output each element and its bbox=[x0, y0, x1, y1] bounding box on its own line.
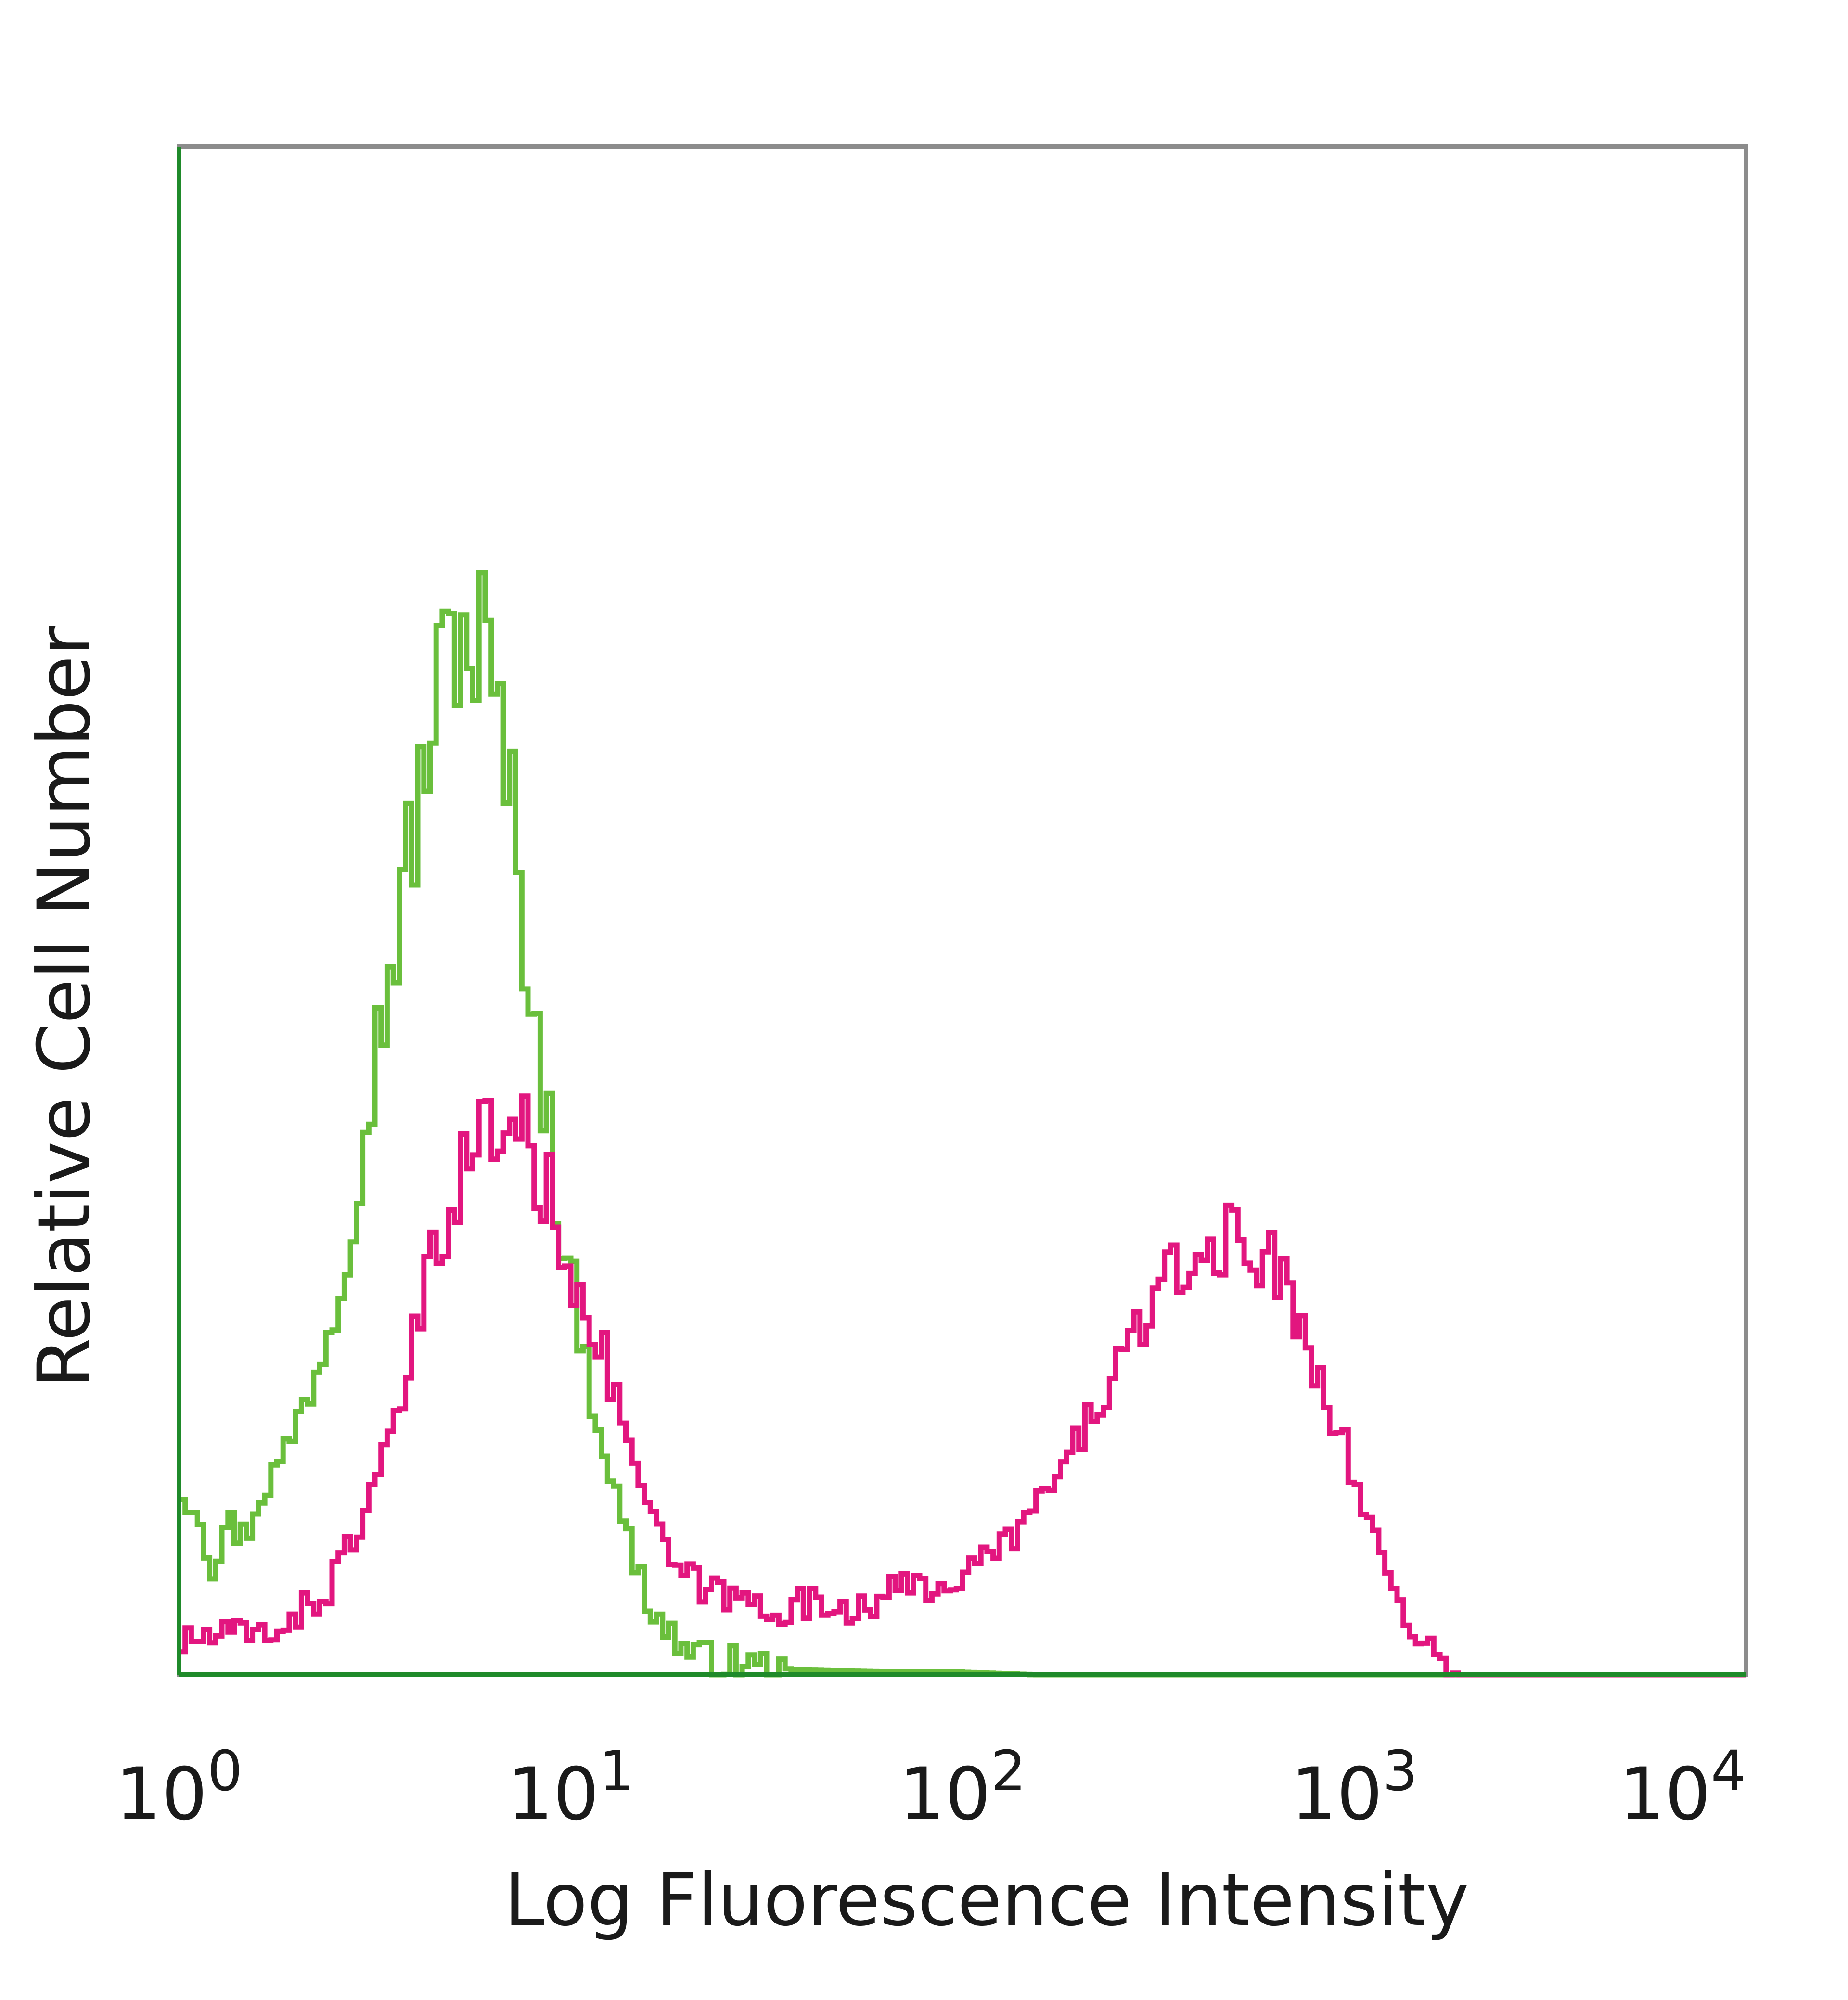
x-tick-label: 102 bbox=[899, 1739, 1026, 1836]
x-tick-label: 101 bbox=[507, 1739, 634, 1836]
x-tick-base: 10 bbox=[1291, 1753, 1383, 1836]
x-tick-label: 104 bbox=[1619, 1739, 1746, 1836]
histogram-series-2 bbox=[179, 1093, 1746, 1678]
x-tick-base: 10 bbox=[507, 1753, 599, 1836]
x-tick-base: 10 bbox=[116, 1753, 207, 1836]
x-tick-exponent: 0 bbox=[207, 1739, 243, 1804]
x-tick-exponent: 2 bbox=[991, 1739, 1026, 1804]
x-tick-label: 100 bbox=[116, 1739, 243, 1836]
x-tick-labels: 100 101 102 103 104 bbox=[116, 1739, 1746, 1836]
y-axis-label: Relative Cell Number bbox=[23, 626, 106, 1388]
x-tick-base: 10 bbox=[1619, 1753, 1711, 1836]
x-tick-exponent: 4 bbox=[1711, 1739, 1746, 1804]
x-tick-label: 103 bbox=[1291, 1739, 1418, 1836]
x-tick-exponent: 3 bbox=[1383, 1739, 1418, 1804]
x-tick-exponent: 1 bbox=[599, 1739, 634, 1804]
x-axis-label: Log Fluorescence Intensity bbox=[504, 1859, 1469, 1942]
x-tick-base: 10 bbox=[899, 1753, 991, 1836]
